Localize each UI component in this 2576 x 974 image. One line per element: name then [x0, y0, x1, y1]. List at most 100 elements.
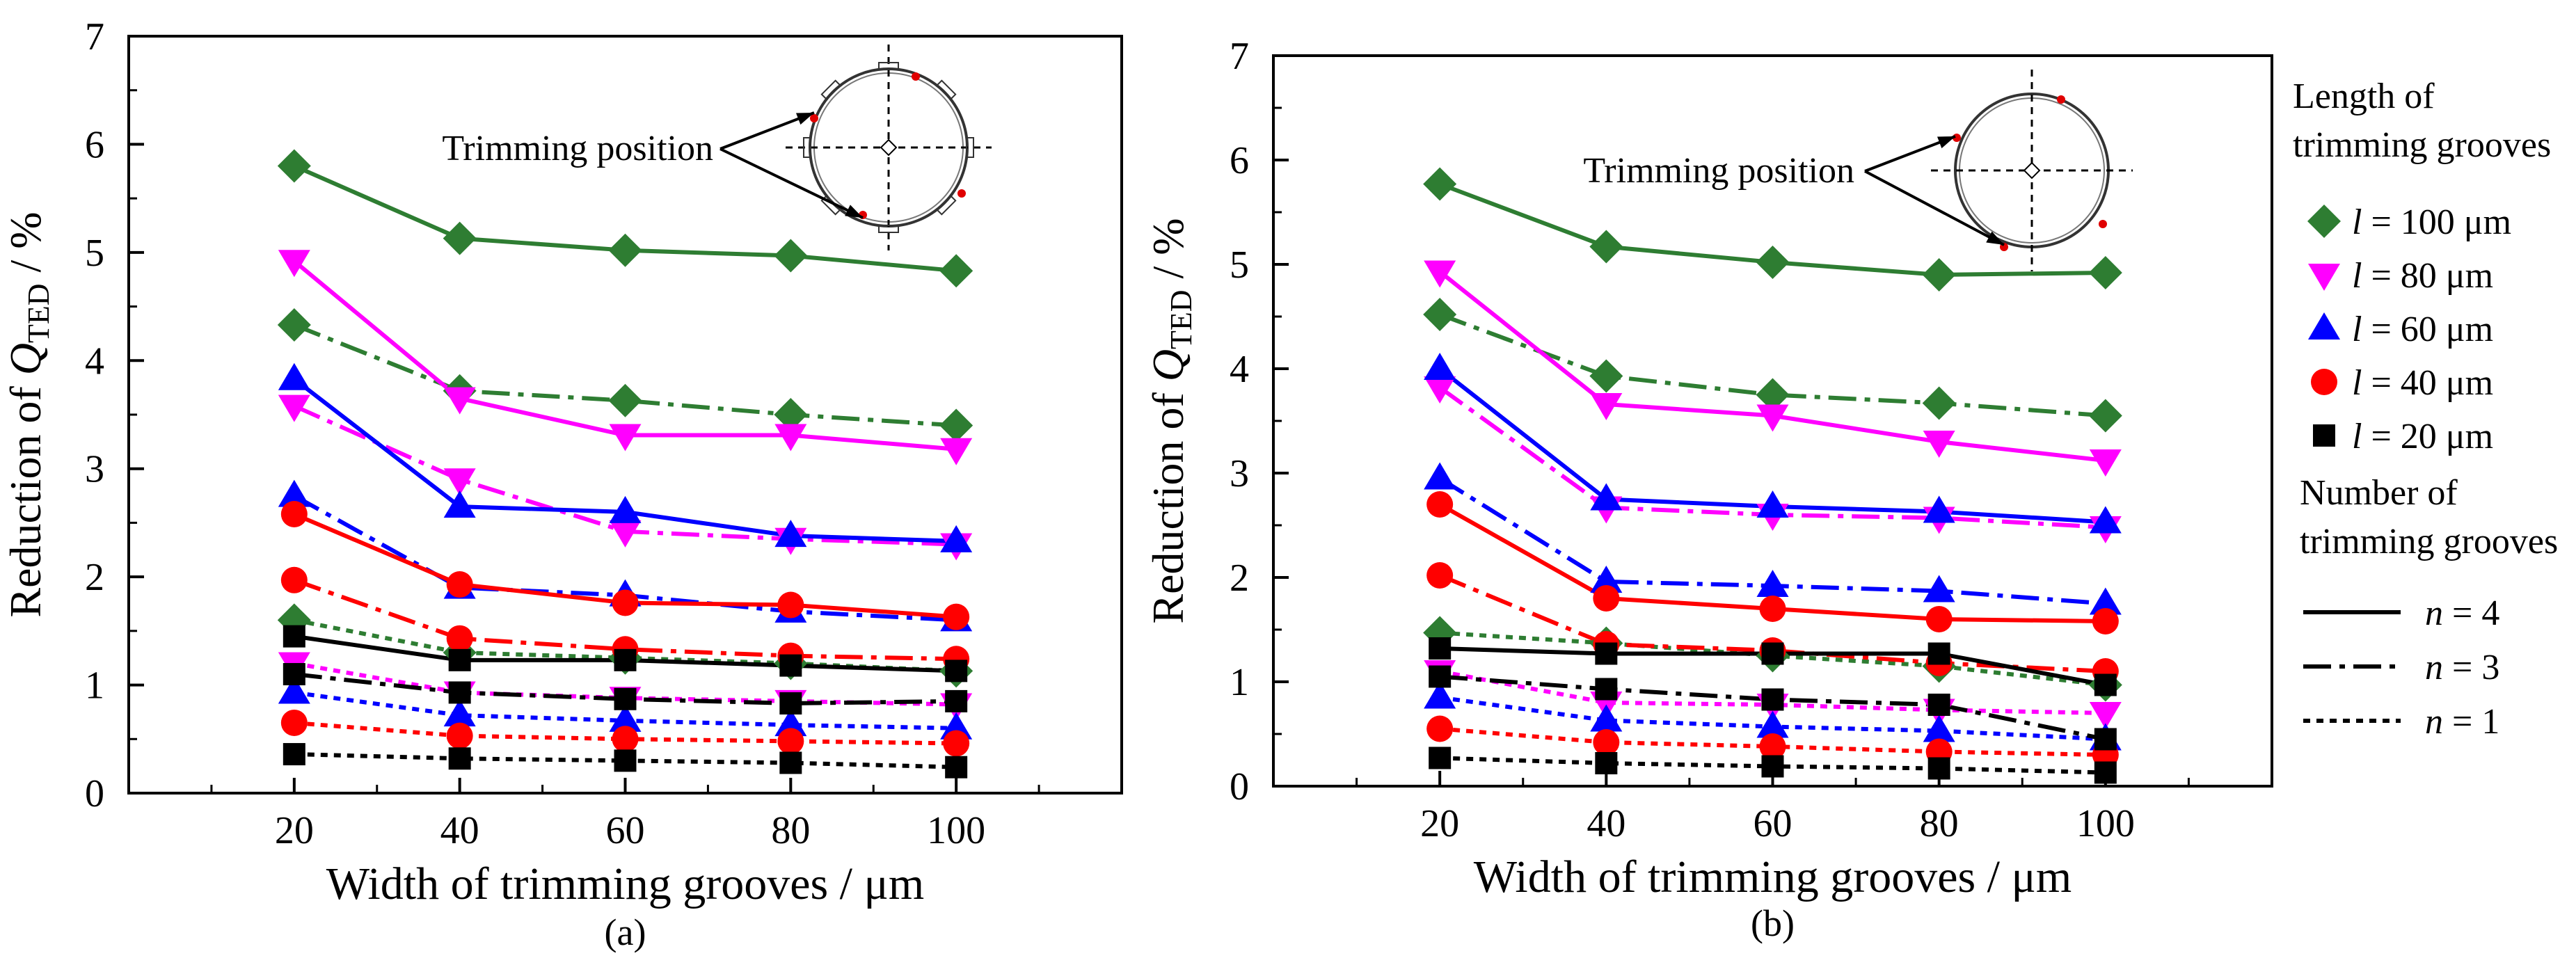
data-point-l80-n4 [278, 250, 310, 278]
data-point-l40-n1 [612, 726, 639, 753]
data-point-l100-n3 [939, 408, 973, 442]
trimming-mark [2099, 220, 2107, 228]
data-point-l80-n4 [443, 387, 476, 415]
data-point-l20-n4 [779, 654, 802, 677]
data-point-l20-n3 [1429, 665, 1452, 688]
data-point-l60-n1 [940, 712, 973, 740]
x-tick-label: 80 [1920, 802, 1959, 845]
x-axis-title: Width of trimming grooves / μm [1474, 852, 2072, 902]
data-point-l20-n1 [283, 743, 305, 766]
data-point-l20-n4 [283, 625, 305, 648]
y-axis-title-q: Q [1, 343, 50, 375]
y-tick-label: 6 [1230, 139, 1249, 182]
series-line-l80-n4 [1438, 270, 2106, 463]
data-point-l40-n1 [446, 722, 473, 749]
data-point-l60-n1 [1424, 681, 1456, 709]
y-axis-title-prefix: Reduction of [1, 375, 50, 617]
data-point-l80-n3 [1424, 376, 1456, 404]
data-point-l60-n4 [1923, 495, 1955, 523]
data-point-l20-n1 [779, 751, 802, 774]
data-point-l20-n1 [448, 747, 471, 770]
y-tick-label: 1 [85, 664, 104, 708]
data-point-l20-n4 [1761, 642, 1784, 665]
y-tick-label: 7 [85, 15, 104, 58]
legend-symbol: l [2352, 256, 2362, 296]
series-line-l100-n3 [293, 323, 957, 428]
legend-marker-l80 [2308, 264, 2340, 291]
data-point-l20-n4 [614, 648, 637, 671]
y-axis-title-q: Q [1143, 349, 1193, 381]
data-point-l60-n1 [443, 699, 476, 727]
data-point-l100-n4 [443, 221, 477, 255]
panel-label: (a) [605, 911, 646, 953]
y-tick-label: 2 [1230, 557, 1249, 600]
trimming-mark [810, 114, 818, 122]
legend-symbol: l [2352, 202, 2362, 242]
data-point-l20-n3 [1595, 678, 1618, 701]
data-point-l20-n3 [614, 687, 637, 710]
data-point-l20-n1 [614, 749, 637, 772]
series-line-l20-n3 [294, 672, 957, 705]
data-point-l60-n4 [278, 362, 310, 390]
data-point-l60-n3 [1590, 566, 1623, 593]
data-point-l40-n4 [1759, 596, 1786, 622]
legend-symbol: n [2425, 593, 2443, 633]
data-point-l40-n3 [280, 566, 308, 593]
data-point-l60-n3 [1424, 462, 1456, 490]
data-point-l80-n4 [1424, 260, 1456, 288]
data-point-l20-n1 [1429, 747, 1452, 769]
data-point-l60-n1 [278, 676, 310, 704]
x-tick-label: 20 [1420, 802, 1459, 845]
y-tick-label: 5 [1230, 244, 1249, 287]
data-point-l60-n4 [774, 520, 807, 548]
x-tick-label: 20 [275, 809, 314, 852]
data-point-l100-n4 [1423, 167, 1457, 201]
legend-number-title: trimming grooves [2300, 522, 2558, 561]
legend-length-item: l = 20 μm [2352, 417, 2493, 456]
data-point-l60-n4 [1756, 490, 1789, 518]
data-point-l80-n4 [940, 438, 973, 465]
data-point-l40-n4 [1593, 585, 1620, 612]
legend-marker-l40 [2311, 369, 2337, 395]
data-point-l40-n1 [1593, 729, 1620, 756]
legend-length-item: l = 100 μm [2352, 202, 2511, 242]
data-point-l100-n3 [1922, 386, 1956, 420]
data-point-l80-n4 [609, 424, 642, 452]
data-point-l100-n4 [1589, 230, 1623, 264]
legend-symbol: l [2352, 363, 2362, 403]
x-tick-label: 100 [2076, 802, 2135, 845]
legend-marker-l100 [2307, 205, 2341, 238]
y-tick-label: 4 [1230, 348, 1249, 391]
data-point-l100-n3 [1423, 298, 1457, 331]
legend-marker-l20 [2313, 424, 2335, 447]
inset-electrode [966, 137, 974, 158]
y-axis-title-suffix: / % [1, 211, 50, 283]
inset-electrode [878, 62, 899, 70]
data-point-l60-n1 [774, 709, 807, 737]
data-point-l100-n4 [939, 254, 973, 288]
data-point-l60-n4 [609, 495, 642, 523]
legend-symbol: n [2425, 702, 2443, 742]
data-point-l60-n4 [443, 490, 476, 518]
legend-number-item: n = 1 [2425, 702, 2499, 742]
data-point-l40-n4 [612, 589, 639, 616]
data-point-l60-n3 [2089, 587, 2122, 615]
y-tick-label: 0 [1230, 765, 1249, 808]
inset-label: Trimming position [1583, 151, 1854, 191]
data-point-l20-n3 [1927, 694, 1950, 716]
data-point-l100-n3 [608, 383, 642, 417]
data-point-l100-n4 [1922, 258, 1956, 292]
data-point-l60-n1 [1590, 704, 1623, 732]
data-point-l20-n4 [1595, 642, 1618, 665]
data-point-l80-n3 [443, 468, 476, 496]
inset-arrow [1864, 170, 2005, 246]
data-point-l60-n1 [609, 704, 642, 732]
x-tick-label: 60 [606, 809, 645, 852]
trimming-mark [2057, 95, 2065, 104]
x-tick-label: 80 [771, 809, 810, 852]
legend-symbol: l [2352, 417, 2362, 456]
trimming-mark [957, 189, 966, 198]
legend-value: = 60 μm [2362, 310, 2493, 349]
